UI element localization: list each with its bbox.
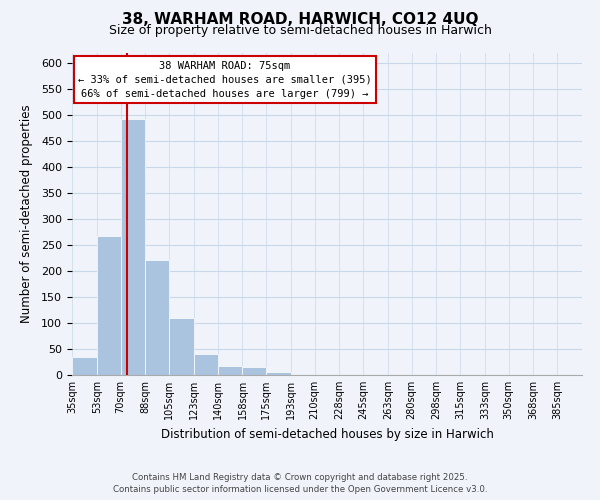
Bar	[266, 372, 291, 375]
Bar	[242, 367, 266, 375]
Bar	[194, 354, 218, 375]
X-axis label: Distribution of semi-detached houses by size in Harwich: Distribution of semi-detached houses by …	[161, 428, 493, 440]
Text: Contains HM Land Registry data © Crown copyright and database right 2025.
Contai: Contains HM Land Registry data © Crown c…	[113, 472, 487, 494]
Bar	[218, 366, 242, 375]
Y-axis label: Number of semi-detached properties: Number of semi-detached properties	[20, 104, 33, 323]
Bar	[121, 118, 145, 375]
Bar	[145, 260, 169, 375]
Text: 38, WARHAM ROAD, HARWICH, CO12 4UQ: 38, WARHAM ROAD, HARWICH, CO12 4UQ	[122, 12, 478, 28]
Bar	[97, 236, 121, 375]
Bar	[169, 318, 194, 375]
Text: Size of property relative to semi-detached houses in Harwich: Size of property relative to semi-detach…	[109, 24, 491, 37]
Bar	[72, 357, 97, 375]
Text: 38 WARHAM ROAD: 75sqm
← 33% of semi-detached houses are smaller (395)
66% of sem: 38 WARHAM ROAD: 75sqm ← 33% of semi-deta…	[78, 60, 372, 98]
